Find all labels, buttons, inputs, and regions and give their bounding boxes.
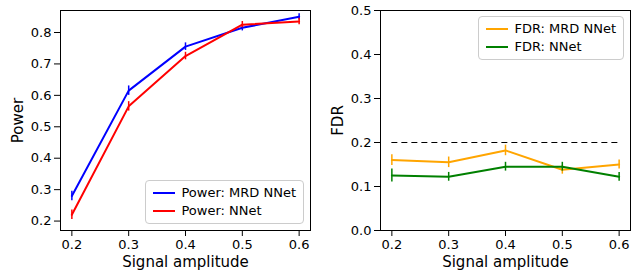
svg-text:0.6: 0.6 xyxy=(31,88,52,103)
svg-text:0.2: 0.2 xyxy=(382,237,403,252)
svg-text:Power: Power xyxy=(9,97,27,143)
svg-text:0.4: 0.4 xyxy=(351,47,372,62)
svg-text:0.2: 0.2 xyxy=(351,135,372,150)
svg-text:Signal amplitude: Signal amplitude xyxy=(442,253,569,271)
svg-text:0.4: 0.4 xyxy=(495,237,516,252)
svg-text:0.3: 0.3 xyxy=(118,237,139,252)
svg-text:0.6: 0.6 xyxy=(609,237,630,252)
html-text:FDR: MRD NNet: FDR: MRD NNet xyxy=(514,21,616,36)
svg-text:0.5: 0.5 xyxy=(31,119,52,134)
svg-text:0.5: 0.5 xyxy=(351,3,372,18)
svg-text:FDR: FDR xyxy=(329,105,347,136)
svg-text:0.1: 0.1 xyxy=(351,179,372,194)
svg-text:0.4: 0.4 xyxy=(31,150,52,165)
svg-text:0.0: 0.0 xyxy=(351,223,372,238)
svg-text:0.2: 0.2 xyxy=(62,237,83,252)
svg-text:0.3: 0.3 xyxy=(438,237,459,252)
svg-text:0.5: 0.5 xyxy=(552,237,573,252)
svg-text:0.8: 0.8 xyxy=(31,25,52,40)
svg-text:0.3: 0.3 xyxy=(31,182,52,197)
svg-text:Signal amplitude: Signal amplitude xyxy=(122,253,249,271)
svg-text:0.5: 0.5 xyxy=(232,237,253,252)
svg-text:0.4: 0.4 xyxy=(175,237,196,252)
svg-text:0.7: 0.7 xyxy=(31,56,52,71)
html-text:Power: NNet: Power: NNet xyxy=(181,203,262,218)
svg-text:0.2: 0.2 xyxy=(31,213,52,228)
html-text:FDR: NNet: FDR: NNet xyxy=(514,39,582,54)
svg-text:0.3: 0.3 xyxy=(351,91,372,106)
svg-text:0.6: 0.6 xyxy=(289,237,310,252)
html-text:Power: MRD NNet: Power: MRD NNet xyxy=(181,185,296,200)
